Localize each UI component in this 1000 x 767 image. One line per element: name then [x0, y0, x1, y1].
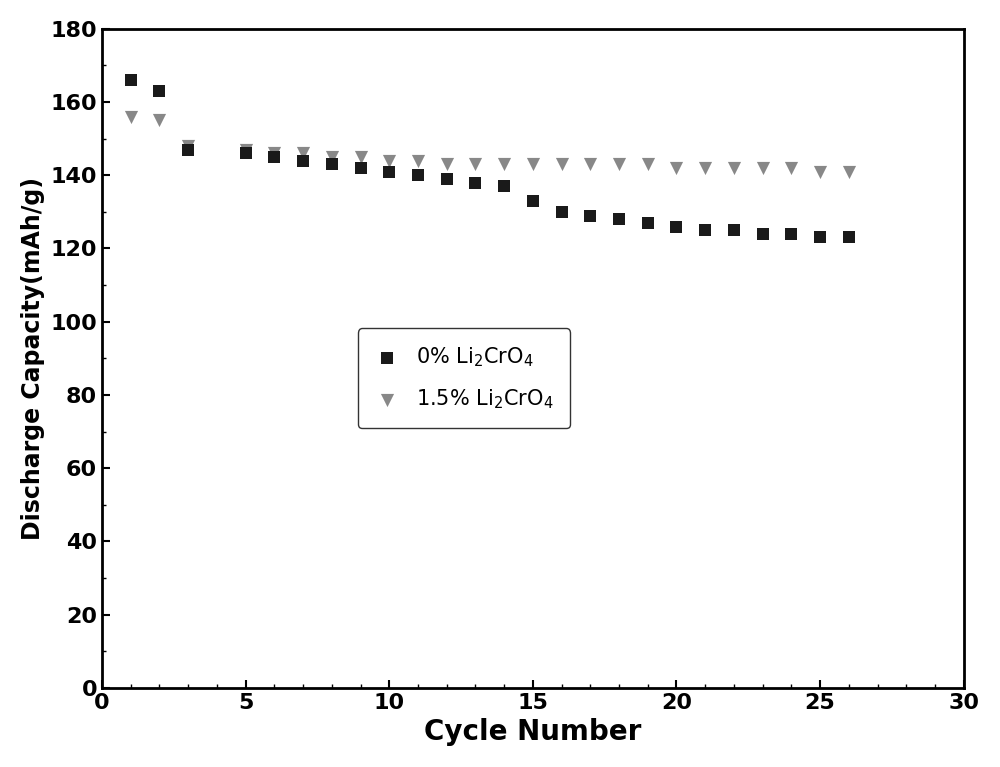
1.5% Li$_2$CrO$_4$ — [439, 158, 455, 170]
1.5% Li$_2$CrO$_4$ — [525, 158, 541, 170]
1.5% Li$_2$CrO$_4$ — [123, 110, 139, 123]
1.5% Li$_2$CrO$_4$ — [151, 114, 167, 127]
1.5% Li$_2$CrO$_4$ — [697, 162, 713, 174]
1.5% Li$_2$CrO$_4$ — [812, 166, 828, 178]
1.5% Li$_2$CrO$_4$ — [410, 154, 426, 166]
1.5% Li$_2$CrO$_4$ — [238, 143, 254, 156]
0% Li$_2$CrO$_4$ — [841, 232, 857, 244]
0% Li$_2$CrO$_4$ — [381, 166, 397, 178]
1.5% Li$_2$CrO$_4$ — [668, 162, 684, 174]
0% Li$_2$CrO$_4$ — [755, 228, 771, 240]
0% Li$_2$CrO$_4$ — [180, 143, 196, 156]
1.5% Li$_2$CrO$_4$ — [266, 147, 282, 160]
1.5% Li$_2$CrO$_4$ — [783, 162, 799, 174]
1.5% Li$_2$CrO$_4$ — [841, 166, 857, 178]
0% Li$_2$CrO$_4$ — [352, 162, 368, 174]
0% Li$_2$CrO$_4$ — [812, 232, 828, 244]
1.5% Li$_2$CrO$_4$ — [381, 154, 397, 166]
0% Li$_2$CrO$_4$ — [697, 224, 713, 236]
1.5% Li$_2$CrO$_4$ — [467, 158, 483, 170]
1.5% Li$_2$CrO$_4$ — [554, 158, 570, 170]
1.5% Li$_2$CrO$_4$ — [496, 158, 512, 170]
1.5% Li$_2$CrO$_4$ — [180, 140, 196, 152]
0% Li$_2$CrO$_4$ — [525, 195, 541, 207]
0% Li$_2$CrO$_4$ — [123, 74, 139, 86]
0% Li$_2$CrO$_4$ — [238, 147, 254, 160]
0% Li$_2$CrO$_4$ — [266, 151, 282, 163]
0% Li$_2$CrO$_4$ — [295, 154, 311, 166]
1.5% Li$_2$CrO$_4$ — [352, 151, 368, 163]
Legend: 0% Li$_2$CrO$_4$, 1.5% Li$_2$CrO$_4$: 0% Li$_2$CrO$_4$, 1.5% Li$_2$CrO$_4$ — [358, 328, 570, 428]
0% Li$_2$CrO$_4$ — [554, 206, 570, 218]
0% Li$_2$CrO$_4$ — [467, 176, 483, 189]
0% Li$_2$CrO$_4$ — [611, 213, 627, 225]
1.5% Li$_2$CrO$_4$ — [324, 151, 340, 163]
1.5% Li$_2$CrO$_4$ — [640, 158, 656, 170]
0% Li$_2$CrO$_4$ — [410, 169, 426, 181]
1.5% Li$_2$CrO$_4$ — [582, 158, 598, 170]
0% Li$_2$CrO$_4$ — [783, 228, 799, 240]
0% Li$_2$CrO$_4$ — [668, 220, 684, 232]
0% Li$_2$CrO$_4$ — [640, 217, 656, 229]
0% Li$_2$CrO$_4$ — [582, 209, 598, 222]
0% Li$_2$CrO$_4$ — [496, 180, 512, 193]
1.5% Li$_2$CrO$_4$ — [295, 147, 311, 160]
0% Li$_2$CrO$_4$ — [439, 173, 455, 185]
Y-axis label: Discharge Capacity(mAh/g): Discharge Capacity(mAh/g) — [21, 176, 45, 540]
1.5% Li$_2$CrO$_4$ — [755, 162, 771, 174]
0% Li$_2$CrO$_4$ — [324, 158, 340, 170]
X-axis label: Cycle Number: Cycle Number — [424, 718, 642, 746]
1.5% Li$_2$CrO$_4$ — [726, 162, 742, 174]
1.5% Li$_2$CrO$_4$ — [611, 158, 627, 170]
0% Li$_2$CrO$_4$ — [726, 224, 742, 236]
0% Li$_2$CrO$_4$ — [151, 85, 167, 97]
